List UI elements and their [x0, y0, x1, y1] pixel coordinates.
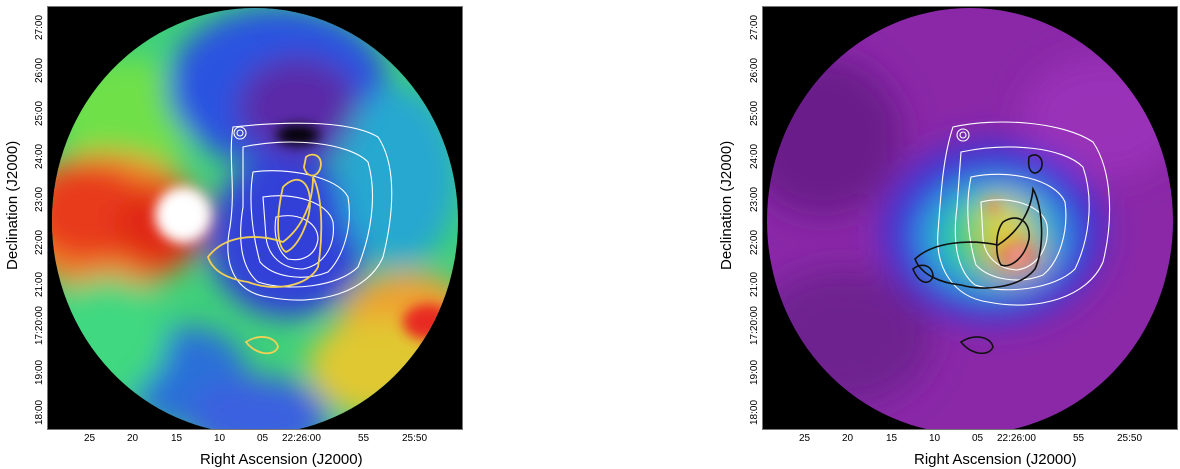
left-map-svg: [52, 8, 458, 429]
x-tick-label: 25:50: [1117, 433, 1143, 444]
left-yellow-contours: [100, 153, 323, 409]
y-tick-label: 19:00: [749, 359, 760, 385]
right-white-contours: [937, 121, 1111, 306]
x-tick-label: 55: [1073, 433, 1085, 444]
x-tick-label: 20: [842, 433, 854, 444]
x-tick-label: 22:26:00: [997, 433, 1036, 444]
y-tick-label: 23:00: [749, 186, 760, 212]
right-black-contours: [912, 154, 1043, 355]
x-tick-label: 10: [929, 433, 941, 444]
y-tick-label: 27:00: [34, 14, 45, 40]
left-white-contours: [227, 122, 393, 301]
right-y-axis-label: Declination (J2000): [718, 140, 735, 270]
y-tick-label: 19:00: [34, 359, 45, 385]
x-tick-label: 10: [214, 433, 226, 444]
left-y-axis-label: Declination (J2000): [4, 140, 21, 270]
left-x-axis-label: Right Ascension (J2000): [200, 451, 363, 468]
y-tick-label: 18:00: [749, 399, 760, 425]
left-intensity-map: [47, 6, 463, 430]
y-tick-label: 17:20:00: [749, 306, 760, 345]
x-tick-label: 55: [358, 433, 370, 444]
x-tick-label: 22:26:00: [282, 433, 321, 444]
y-tick-label: 17:20:00: [34, 306, 45, 345]
y-tick-label: 22:00: [749, 229, 760, 255]
right-map-svg: [767, 8, 1173, 429]
x-tick-label: 25: [799, 433, 811, 444]
y-tick-label: 23:00: [34, 186, 45, 212]
right-map-panel: Declination (J2000) Right Ascension (J20…: [700, 0, 1180, 469]
right-x-axis-label: Right Ascension (J2000): [914, 451, 1077, 468]
y-tick-label: 21:00: [34, 271, 45, 297]
right-map-field: [767, 8, 1173, 429]
right-intensity-map: [762, 6, 1178, 430]
x-tick-label: 05: [972, 433, 984, 444]
left-map-field: [52, 8, 458, 429]
y-tick-label: 26:00: [34, 57, 45, 83]
x-tick-label: 15: [886, 433, 898, 444]
x-tick-label: 05: [257, 433, 269, 444]
y-tick-label: 21:00: [749, 271, 760, 297]
left-map-panel: Declination (J2000) Right Ascension (J20…: [0, 0, 470, 469]
y-tick-label: 25:00: [34, 100, 45, 126]
y-tick-label: 25:00: [749, 100, 760, 126]
x-tick-label: 25: [84, 433, 96, 444]
x-tick-label: 15: [171, 433, 183, 444]
y-tick-label: 26:00: [749, 57, 760, 83]
y-tick-label: 22:00: [34, 229, 45, 255]
x-tick-label: 20: [127, 433, 139, 444]
y-tick-label: 24:00: [749, 143, 760, 169]
y-tick-label: 27:00: [749, 14, 760, 40]
y-tick-label: 24:00: [34, 143, 45, 169]
y-tick-label: 18:00: [34, 399, 45, 425]
x-tick-label: 25:50: [402, 433, 428, 444]
